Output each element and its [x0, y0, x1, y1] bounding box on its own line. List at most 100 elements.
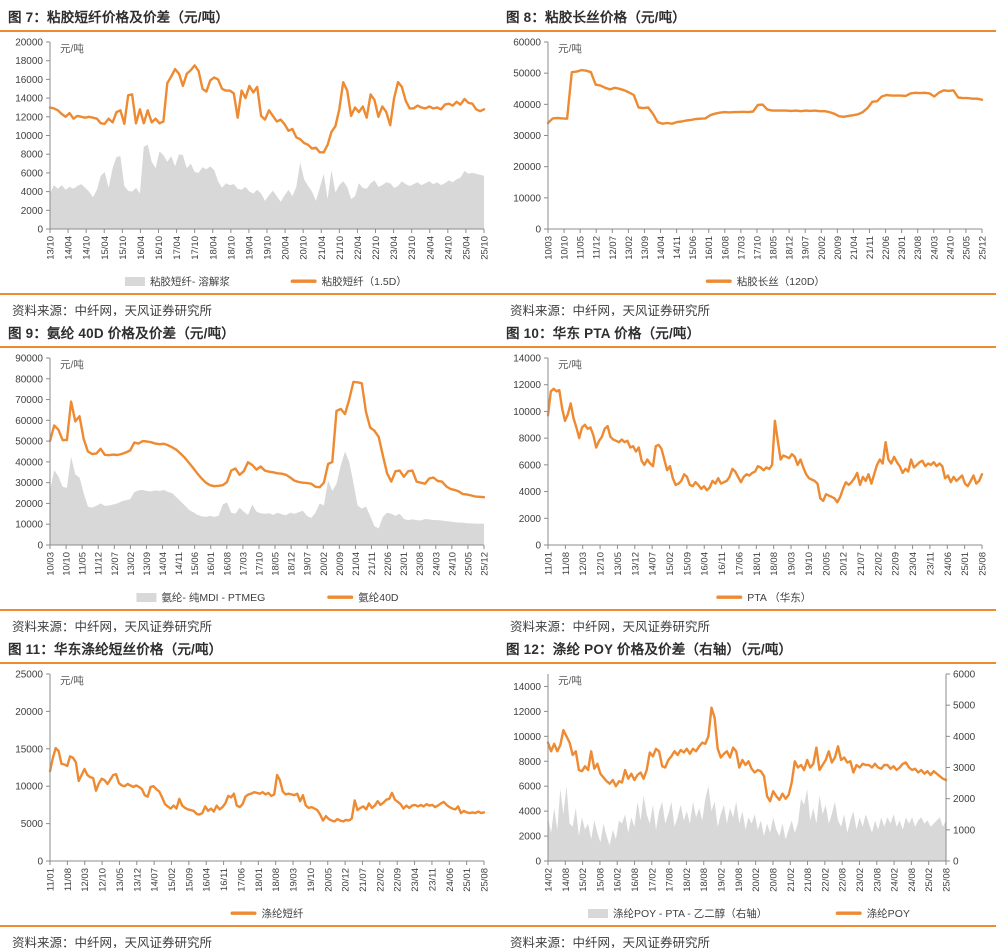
svg-text:13/10: 13/10 [46, 236, 57, 260]
svg-text:80000: 80000 [15, 374, 43, 385]
svg-text:24/06: 24/06 [943, 552, 954, 576]
svg-text:23/01: 23/01 [399, 552, 410, 576]
svg-text:21/11: 21/11 [367, 552, 378, 575]
svg-text:17/02: 17/02 [647, 868, 658, 892]
svg-text:涤纶短纤: 涤纶短纤 [262, 907, 304, 920]
svg-text:11/12: 11/12 [94, 552, 105, 575]
svg-text:16/01: 16/01 [704, 236, 715, 260]
svg-text:16/04: 16/04 [700, 552, 711, 576]
svg-text:22/02: 22/02 [820, 868, 831, 892]
svg-text:18/01: 18/01 [752, 552, 763, 576]
svg-text:11/05: 11/05 [576, 236, 587, 259]
svg-text:13/05: 13/05 [115, 868, 126, 892]
svg-text:14/02: 14/02 [544, 868, 555, 892]
svg-text:19/02: 19/02 [717, 868, 728, 892]
svg-text:16/01: 16/01 [206, 552, 217, 576]
svg-text:23/10: 23/10 [407, 236, 418, 260]
svg-text:13/05: 13/05 [613, 552, 624, 576]
svg-text:24/02: 24/02 [890, 868, 901, 892]
svg-text:15/02: 15/02 [167, 868, 178, 892]
figure-title: 图 11：华东涤纶短丝价格（元/吨） [0, 632, 498, 664]
svg-text:25/12: 25/12 [978, 236, 989, 260]
svg-text:元/吨: 元/吨 [558, 358, 582, 371]
svg-text:10000: 10000 [513, 732, 541, 743]
svg-text:22/10: 22/10 [371, 236, 382, 260]
svg-text:21/04: 21/04 [317, 236, 328, 260]
figure-title: 图 7：粘胶短纤价格及价差（元/吨） [0, 0, 498, 32]
svg-text:氨纶40D: 氨纶40D [358, 591, 399, 604]
svg-text:15000: 15000 [15, 744, 43, 755]
figure-title: 图 8：粘胶长丝价格（元/吨） [498, 0, 996, 32]
svg-text:22/08: 22/08 [838, 868, 849, 892]
svg-text:17/10: 17/10 [254, 552, 265, 576]
svg-text:50000: 50000 [513, 69, 541, 80]
svg-text:19/10: 19/10 [306, 868, 317, 892]
svg-text:60000: 60000 [513, 38, 541, 49]
svg-text:2000: 2000 [953, 794, 976, 805]
svg-text:4000: 4000 [953, 732, 976, 743]
svg-text:24/10: 24/10 [945, 236, 956, 260]
svg-text:19/04: 19/04 [244, 236, 255, 260]
figure-block-7: 图 7：粘胶短纤价格及价差（元/吨） 0 2000 4000 6000 8000 1000… [0, 0, 498, 316]
svg-text:22/09: 22/09 [393, 868, 404, 892]
svg-text:14000: 14000 [15, 94, 43, 105]
svg-text:20/12: 20/12 [839, 552, 850, 576]
svg-text:16/04: 16/04 [202, 868, 213, 892]
svg-text:14/07: 14/07 [150, 868, 161, 892]
svg-text:18/08: 18/08 [769, 552, 780, 576]
svg-text:22/09: 22/09 [891, 552, 902, 576]
svg-text:6000: 6000 [519, 460, 542, 471]
svg-text:22/02: 22/02 [375, 868, 386, 892]
svg-text:15/09: 15/09 [682, 552, 693, 576]
figure-title: 图 12：涤纶 POY 价格及价差（右轴）（元/吨） [498, 632, 996, 664]
svg-text:21/07: 21/07 [856, 552, 867, 576]
svg-text:18/04: 18/04 [208, 236, 219, 260]
svg-text:23/08: 23/08 [415, 552, 426, 576]
svg-text:12/07: 12/07 [608, 236, 619, 260]
svg-text:5000: 5000 [953, 701, 976, 712]
svg-text:15/04: 15/04 [100, 236, 111, 260]
svg-text:10/10: 10/10 [560, 236, 571, 260]
svg-text:粘胶短纤- 溶解浆: 粘胶短纤- 溶解浆 [150, 275, 230, 288]
svg-text:20/10: 20/10 [299, 236, 310, 260]
svg-text:13/02: 13/02 [624, 236, 635, 260]
figure-title: 图 9：氨纶 40D 价格及价差（元/吨） [0, 316, 498, 348]
svg-text:12000: 12000 [513, 707, 541, 718]
svg-text:19/03: 19/03 [289, 868, 300, 892]
svg-text:16000: 16000 [15, 75, 43, 86]
svg-text:14/04: 14/04 [64, 236, 75, 260]
svg-text:4000: 4000 [519, 487, 542, 498]
svg-text:18/12: 18/12 [785, 236, 796, 260]
svg-text:20000: 20000 [513, 162, 541, 173]
svg-text:16/04: 16/04 [136, 236, 147, 260]
svg-text:50000: 50000 [15, 437, 43, 448]
figure-block-12: 图 12：涤纶 POY 价格及价差（右轴）（元/吨） 0 2000 4000 6000… [498, 632, 996, 948]
svg-text:90000: 90000 [15, 354, 43, 365]
svg-text:23/08: 23/08 [913, 236, 924, 260]
svg-text:18/02: 18/02 [682, 868, 693, 892]
svg-text:14/07: 14/07 [648, 552, 659, 576]
svg-text:25/05: 25/05 [463, 552, 474, 576]
figure-chart: 0 5000 10000 15000 20000 25000 11/01 11/08 12/03… [0, 664, 498, 925]
figure-chart: 0 2000 4000 6000 8000 10000 12000 14000 16000 180… [0, 32, 498, 293]
svg-text:20/08: 20/08 [768, 868, 779, 892]
svg-text:24/10: 24/10 [447, 552, 458, 576]
svg-text:12000: 12000 [15, 112, 43, 123]
svg-text:14/04: 14/04 [656, 236, 667, 260]
svg-text:23/04: 23/04 [389, 236, 400, 260]
svg-text:24/03: 24/03 [431, 552, 442, 576]
svg-text:23/11: 23/11 [925, 552, 936, 575]
figure-block-11: 图 11：华东涤纶短丝价格（元/吨） 0 5000 10000 15000 20000 2… [0, 632, 498, 948]
svg-text:24/08: 24/08 [907, 868, 918, 892]
svg-text:23/04: 23/04 [410, 868, 421, 892]
svg-text:11/01: 11/01 [46, 868, 57, 891]
svg-text:24/10: 24/10 [443, 236, 454, 260]
figure-source: 资料来源：中纤网，天风证券研究所 [498, 609, 996, 632]
svg-text:3000: 3000 [953, 763, 976, 774]
svg-text:10000: 10000 [15, 131, 43, 142]
svg-text:13/09: 13/09 [640, 236, 651, 260]
svg-text:25/12: 25/12 [480, 552, 491, 576]
figure-source: 资料来源：中纤网，天风证券研究所 [498, 293, 996, 316]
svg-text:20/04: 20/04 [281, 236, 292, 260]
svg-text:20/09: 20/09 [833, 236, 844, 260]
